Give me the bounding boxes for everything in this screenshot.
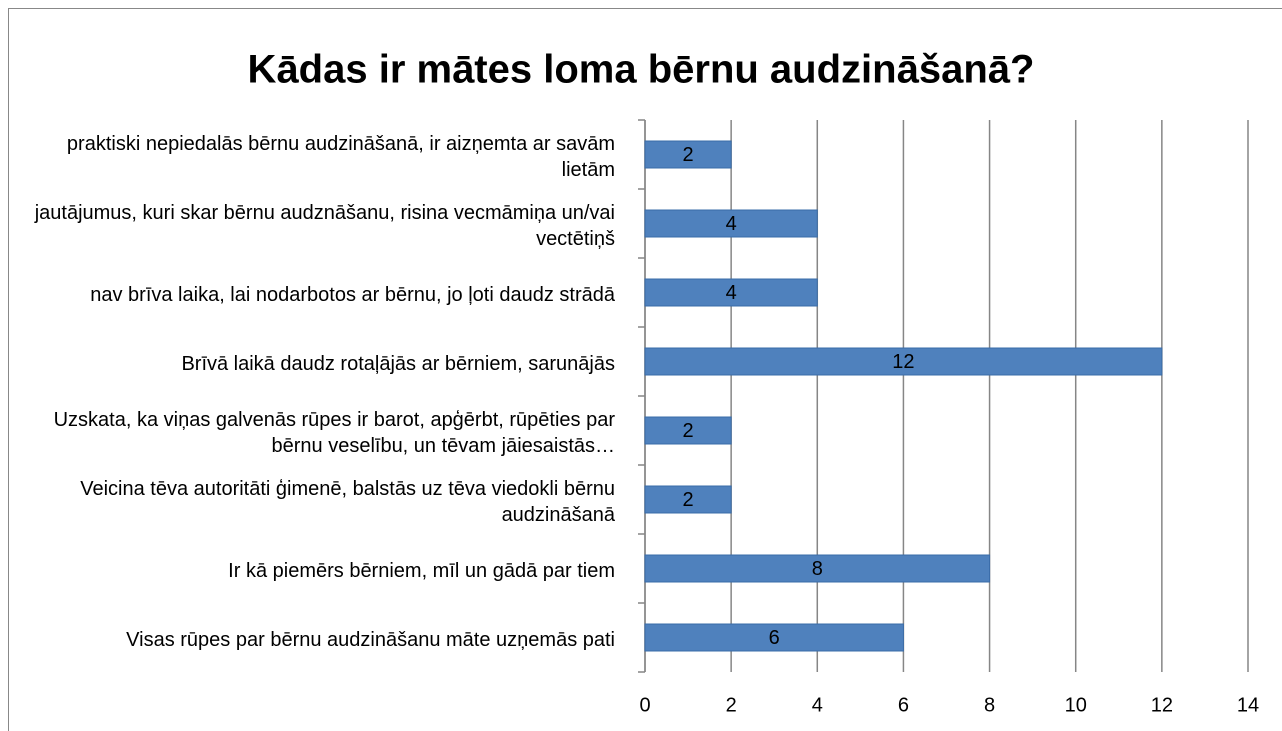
bar <box>644 140 732 169</box>
y-tick-label: praktiski nepiedalās bērnu audzināšanā, … <box>66 132 615 181</box>
x-tick-label: 10 <box>1065 694 1087 716</box>
bar <box>644 416 732 445</box>
chart-title: Kādas ir mātes loma bērnu audzināšanā? <box>248 48 1035 92</box>
value-label: 4 <box>726 213 737 235</box>
value-label: 6 <box>769 627 780 649</box>
bar <box>644 347 1163 376</box>
y-tick-label: Veicina tēva autoritāti ģimenē, balstās … <box>80 477 615 526</box>
y-tick-label: jautājumus, kuri skar bērnu audznāšanu, … <box>34 201 615 250</box>
y-tick-label: Visas rūpes par bērnu audzināšanu māte u… <box>126 628 615 651</box>
y-tick-label: Ir kā piemērs bērniem, mīl un gādā par t… <box>228 559 615 582</box>
x-tick-label: 4 <box>812 694 823 716</box>
value-label: 4 <box>726 282 737 304</box>
value-label: 12 <box>892 351 914 373</box>
y-tick-label: nav brīva laika, lai nodarbotos ar bērnu… <box>90 283 615 306</box>
x-tick-label: 0 <box>639 694 650 716</box>
bar <box>644 209 818 238</box>
x-tick-label: 8 <box>984 694 995 716</box>
value-label: 2 <box>683 489 694 511</box>
x-tick-label: 2 <box>726 694 737 716</box>
bar <box>644 278 818 307</box>
y-tick-label: Uzskata, ka viņas galvenās rūpes ir baro… <box>53 408 615 457</box>
x-tick-label: 6 <box>898 694 909 716</box>
value-label: 8 <box>812 558 823 580</box>
value-label: 2 <box>683 144 694 166</box>
frame <box>8 8 1282 731</box>
x-tick-label: 12 <box>1151 694 1173 716</box>
y-tick-label: Brīvā laikā daudz rotaļājās ar bērniem, … <box>181 352 615 375</box>
bar <box>644 554 991 583</box>
x-tick-label: 14 <box>1237 694 1259 716</box>
bar <box>644 485 732 514</box>
bar <box>644 623 904 652</box>
value-label: 2 <box>683 420 694 442</box>
